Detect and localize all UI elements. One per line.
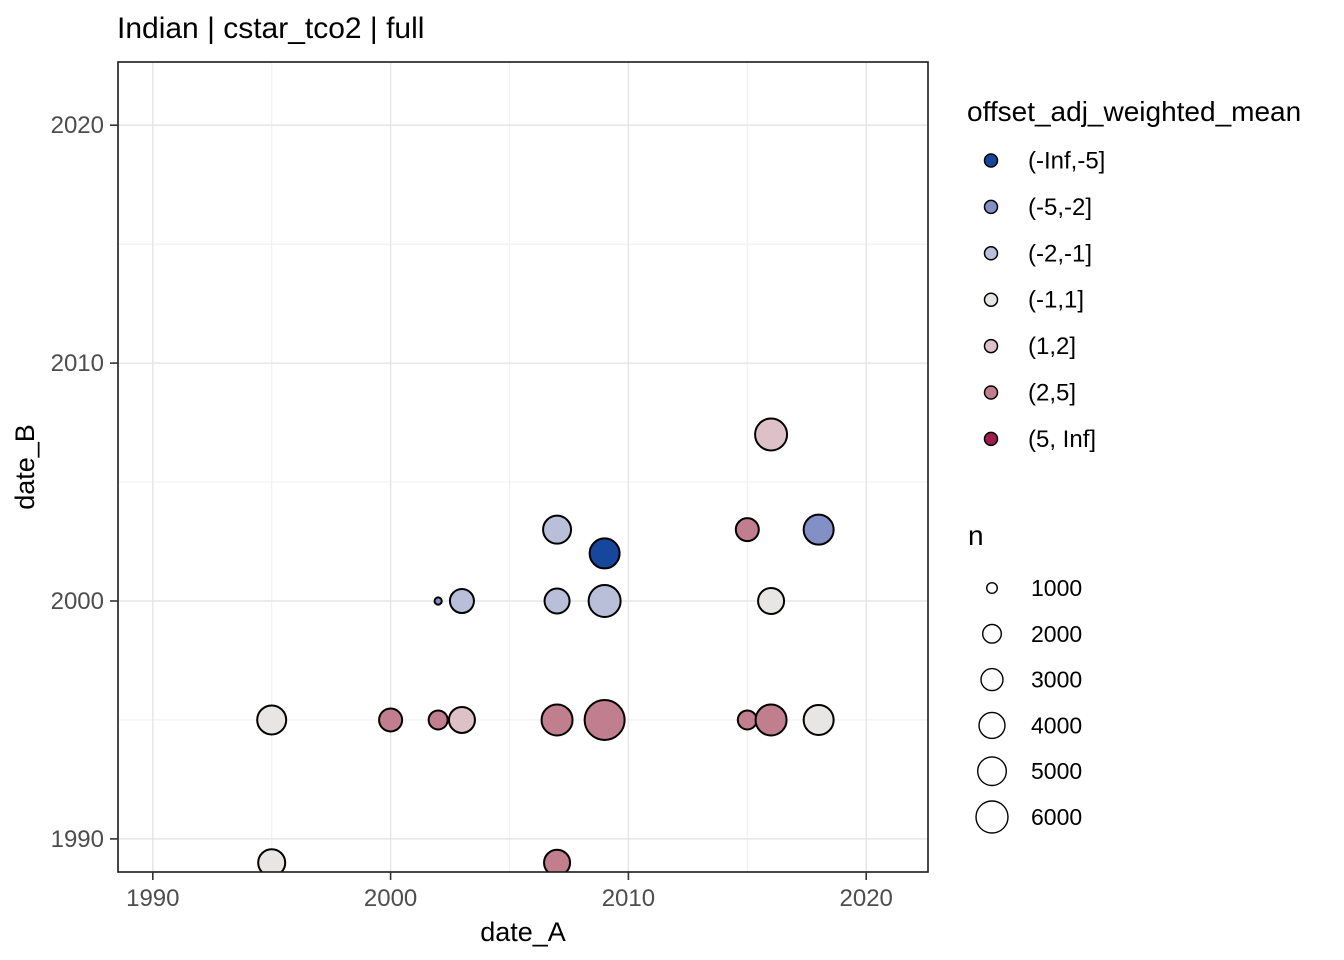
y-tick-label: 2000 bbox=[51, 588, 104, 615]
color-legend-title: offset_adj_weighted_mean bbox=[967, 96, 1301, 127]
size-legend-swatch bbox=[982, 623, 1003, 644]
data-point bbox=[448, 588, 475, 614]
size-legend-swatch bbox=[986, 582, 999, 595]
data-point bbox=[543, 587, 571, 615]
data-point bbox=[447, 705, 476, 734]
data-point bbox=[257, 848, 287, 872]
size-legend-label: 5000 bbox=[1031, 758, 1082, 784]
size-legend-swatch bbox=[975, 800, 1009, 834]
panel-background bbox=[118, 62, 928, 872]
data-point bbox=[802, 513, 835, 546]
size-legend-label: 3000 bbox=[1031, 667, 1082, 693]
color-legend-swatch bbox=[983, 199, 999, 215]
data-point bbox=[588, 537, 621, 570]
data-point bbox=[542, 514, 573, 545]
data-point bbox=[543, 848, 572, 872]
x-tick-label: 2020 bbox=[840, 885, 893, 912]
data-point bbox=[583, 698, 626, 741]
size-legend-title: n bbox=[968, 520, 984, 551]
x-tick-label: 2000 bbox=[364, 885, 417, 912]
data-point bbox=[587, 584, 622, 618]
color-legend-swatch bbox=[983, 292, 999, 307]
color-legend-swatch bbox=[983, 246, 999, 261]
color-legend-label: (-Inf,-5] bbox=[1028, 148, 1105, 175]
panel-border bbox=[117, 61, 929, 873]
data-point bbox=[540, 703, 574, 737]
color-legend-label: (5, Inf] bbox=[1028, 426, 1096, 453]
plot-title: Indian | cstar_tco2 | full bbox=[117, 12, 424, 45]
data-point bbox=[433, 596, 443, 606]
color-legend-label: (2,5] bbox=[1028, 380, 1076, 407]
data-point bbox=[256, 704, 288, 736]
x-tick-label: 1990 bbox=[126, 885, 179, 912]
color-legend-swatch bbox=[983, 153, 999, 168]
data-point bbox=[427, 709, 449, 731]
color-legend-swatch bbox=[983, 338, 999, 354]
y-axis-title: date_B bbox=[10, 424, 40, 510]
size-legend-label: 4000 bbox=[1031, 712, 1082, 738]
color-legend-swatch bbox=[983, 385, 999, 400]
y-tick-label: 1990 bbox=[51, 826, 104, 853]
data-point bbox=[378, 707, 404, 733]
color-legend-swatch bbox=[983, 431, 999, 447]
color-legend-label: (-5,-2] bbox=[1028, 194, 1092, 221]
size-legend-swatch bbox=[977, 756, 1008, 787]
size-legend-swatch bbox=[980, 667, 1004, 692]
data-point bbox=[754, 417, 789, 452]
color-legend-label: (1,2] bbox=[1028, 333, 1076, 360]
size-legend-label: 2000 bbox=[1031, 621, 1082, 647]
size-legend-label: 1000 bbox=[1031, 575, 1082, 601]
data-point bbox=[754, 703, 788, 737]
x-tick-label: 2010 bbox=[602, 885, 655, 912]
legend-layer: (-Inf,-5] (-5,-2] (-2,-1] (-1,1] (1,2] (2,5] (… bbox=[975, 148, 1105, 834]
data-point bbox=[734, 517, 760, 543]
gridlines-layer bbox=[118, 62, 928, 872]
size-legend-swatch bbox=[978, 711, 1006, 740]
axes-layer: 1990 2000 2010 2020 1990 2000 2010 2020 bbox=[51, 61, 929, 912]
y-tick-label: 2020 bbox=[51, 112, 104, 139]
data-point bbox=[736, 709, 758, 731]
x-axis-title: date_A bbox=[480, 917, 566, 947]
color-legend-label: (-2,-1] bbox=[1028, 240, 1092, 267]
data-point bbox=[757, 587, 786, 615]
data-point bbox=[802, 703, 835, 736]
color-legend-label: (-1,1] bbox=[1028, 287, 1084, 314]
size-legend-label: 6000 bbox=[1031, 804, 1082, 830]
points-layer bbox=[256, 417, 835, 872]
y-tick-label: 2010 bbox=[51, 350, 104, 377]
